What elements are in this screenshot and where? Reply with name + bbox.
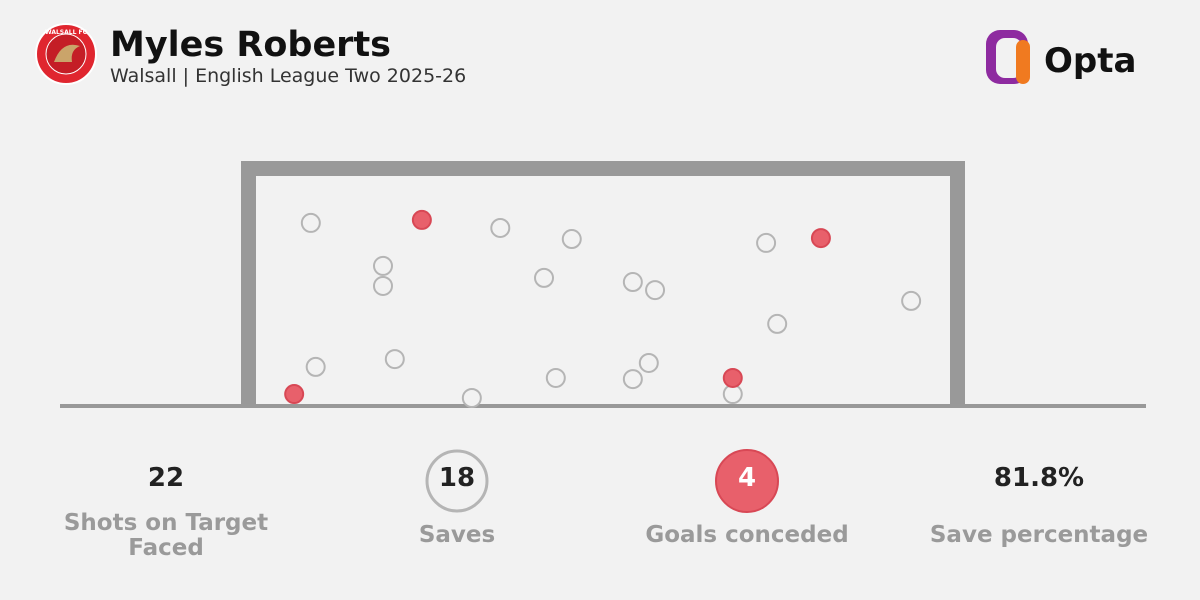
stat-label: Save percentage [929,522,1149,548]
save-shot [622,369,643,390]
stat-value: 4 [737,463,757,493]
subtitle: Walsall | English League Two 2025-26 [110,65,466,87]
goal-shot [722,367,743,388]
save-shot [384,349,405,370]
goal-shot [284,384,305,405]
save-shot [901,290,922,311]
save-shot [373,255,394,276]
save-shot [545,367,566,388]
save-shot [461,387,482,408]
save-shot [638,352,659,373]
save-shot [490,217,511,238]
brand-name: Opta [1044,41,1136,81]
saves-badge [425,449,489,513]
stat-label: Goals conceded [645,522,849,548]
goal-shot [411,209,432,230]
save-shot [767,313,788,334]
save-shot [756,232,777,253]
goal-shot [810,228,831,249]
title: Myles Roberts [110,25,391,65]
goal-posts [241,161,965,406]
stat-label: Saves [418,522,496,548]
save-shot [622,272,643,293]
badge-text: WALSALL FC [45,29,88,36]
stat-value: 22 [147,463,185,493]
stat-value: 18 [438,463,476,493]
brand-logo: Opta [986,30,1136,84]
save-shot [561,229,582,250]
goal-frame [60,161,1146,408]
save-shot [300,212,321,233]
save-shot [534,267,555,288]
save-shot [645,280,666,301]
stat-value: 81.8% [993,463,1085,493]
stat-label: Shots on Target Faced [63,510,269,561]
save-shot [305,356,326,377]
goals-badge [715,449,779,513]
club-badge: WALSALL FC [35,23,97,85]
save-shot [373,275,394,296]
